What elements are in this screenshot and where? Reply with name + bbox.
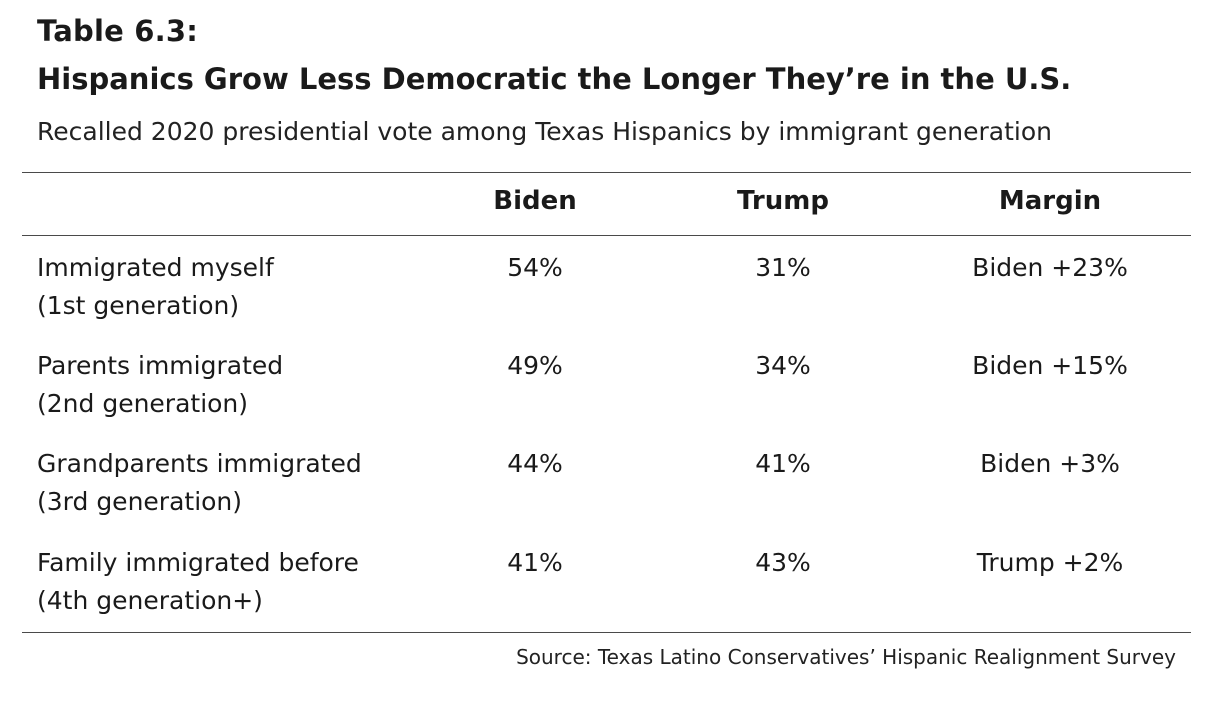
trump-cell: 34% [755,351,811,380]
margin-cell: Trump +2% [976,548,1124,577]
table-row: Family immigrated before (4th generation… [0,544,1216,640]
table-subtitle: Recalled 2020 presidential vote among Te… [37,117,1052,146]
biden-cell: 41% [507,548,563,577]
table-row: Immigrated myself (1st generation) 54% 3… [0,249,1216,345]
margin-cell: Biden +15% [972,351,1128,380]
biden-cell: 54% [507,253,563,282]
row-label-line2: (2nd generation) [37,389,249,418]
margin-cell: Biden +23% [972,253,1128,282]
row-label: Family immigrated before (4th generation… [37,544,359,620]
bottom-rule [22,632,1191,633]
table-row: Grandparents immigrated (3rd generation)… [0,445,1216,541]
row-label: Immigrated myself (1st generation) [37,249,274,325]
row-label-line1: Grandparents immigrated [37,449,362,478]
biden-cell: 49% [507,351,563,380]
table-label: Table 6.3: [37,14,199,48]
column-header-biden: Biden [493,186,577,216]
row-label-line2: (1st generation) [37,291,240,320]
margin-cell: Biden +3% [980,449,1120,478]
row-label: Grandparents immigrated (3rd generation) [37,445,362,521]
table-row: Parents immigrated (2nd generation) 49% … [0,347,1216,443]
column-header-trump: Trump [737,186,829,216]
row-label-line2: (3rd generation) [37,487,243,516]
top-rule [22,172,1191,173]
trump-cell: 31% [755,253,811,282]
row-label-line1: Family immigrated before [37,548,359,577]
column-header-margin: Margin [998,186,1102,216]
trump-cell: 43% [755,548,811,577]
biden-cell: 44% [507,449,563,478]
row-label: Parents immigrated (2nd generation) [37,347,283,423]
source-note: Source: Texas Latino Conservatives’ Hisp… [516,645,1176,669]
header-rule [22,235,1191,236]
row-label-line1: Parents immigrated [37,351,284,380]
trump-cell: 41% [755,449,811,478]
row-label-line2: (4th generation+) [37,586,263,615]
row-label-line1: Immigrated myself [37,253,274,282]
table-title: Hispanics Grow Less Democratic the Longe… [37,62,1072,96]
